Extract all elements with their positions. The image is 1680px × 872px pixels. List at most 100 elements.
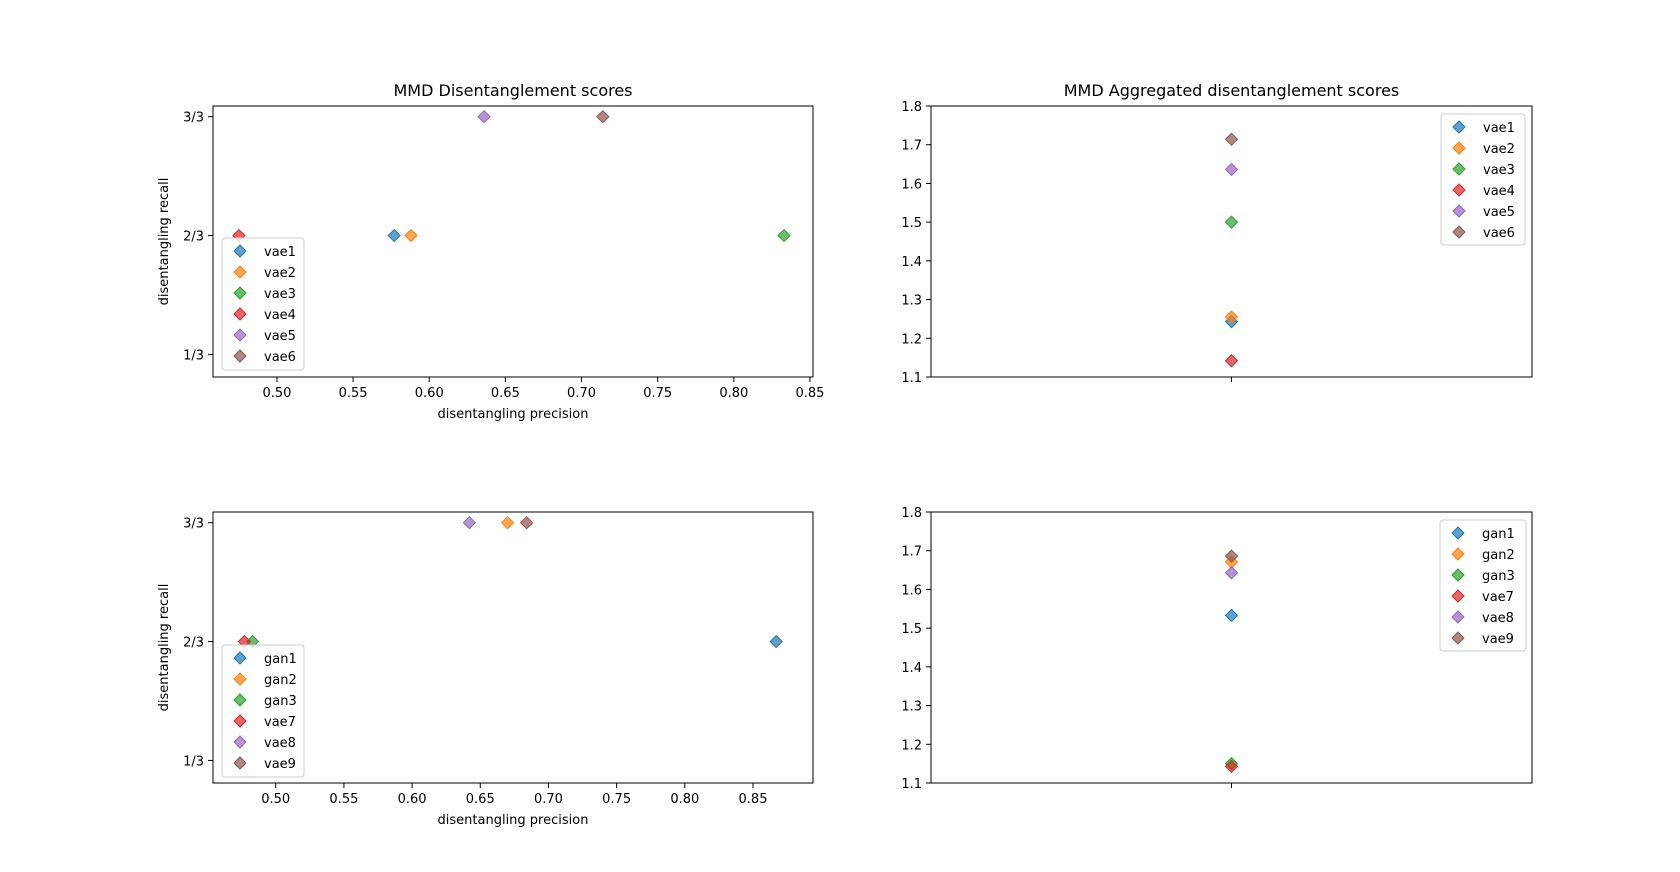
y-tick-label: 1/3 <box>183 348 204 363</box>
y-tick-label: 1.3 <box>901 294 922 309</box>
chart-title: MMD Disentanglement scores <box>393 81 632 100</box>
legend-label-vae6: vae6 <box>1483 226 1515 241</box>
x-tick-label: 0.80 <box>719 386 748 401</box>
point-vae3 <box>1224 215 1239 229</box>
legend-marker-vae4 <box>1452 183 1466 197</box>
point-gan2 <box>500 515 515 530</box>
legend-label-vae1: vae1 <box>1483 121 1515 136</box>
x-axis-label: disentangling precision <box>438 813 589 828</box>
x-tick-label: 0.55 <box>329 792 358 807</box>
legend-label-vae3: vae3 <box>264 287 296 302</box>
legend: gan1 gan2 gan3 vae7 vae8 vae9 <box>1439 519 1527 652</box>
y-tick-label: 1.1 <box>901 371 922 386</box>
y-tick-label: 1.3 <box>901 700 922 715</box>
chart-panel-4: 1.1 1.2 1.3 1.4 1.5 1.6 1.7 1.8 gan1 gan2 gan3 vae7… <box>901 506 1533 792</box>
legend-marker-vae5 <box>233 328 247 342</box>
point-vae6 <box>596 109 610 124</box>
legend-marker-vae4 <box>233 307 247 321</box>
y-tick-label: 1.2 <box>901 738 922 753</box>
legend-label-vae4: vae4 <box>264 308 296 323</box>
point-vae2 <box>1224 310 1239 324</box>
axes-frame <box>212 105 814 378</box>
x-tick-label: 0.65 <box>466 792 495 807</box>
legend-marker-vae2 <box>1452 141 1466 155</box>
x-tick-label: 0.85 <box>795 386 824 401</box>
legend-marker-gan1 <box>233 651 247 665</box>
y-tick-label: 3/3 <box>183 517 204 532</box>
y-axis-label: disentangling recall <box>157 178 172 306</box>
legend-label-gan3: gan3 <box>264 694 297 709</box>
legend-label-vae8: vae8 <box>1482 611 1514 626</box>
y-tick-label: 1.2 <box>901 332 922 347</box>
legend-marker-vae9 <box>233 756 247 770</box>
y-axis-label: disentangling recall <box>157 584 172 712</box>
x-tick-label: 0.50 <box>262 386 291 401</box>
y-tick-label: 1.6 <box>901 177 922 192</box>
legend-label-vae4: vae4 <box>1483 184 1515 199</box>
legend-label-gan1: gan1 <box>264 652 297 667</box>
legend-label-gan2: gan2 <box>1482 548 1515 563</box>
legend-marker-vae2 <box>233 265 247 279</box>
y-tick-label: 1.7 <box>901 545 922 560</box>
legend-marker-vae7 <box>1451 589 1465 603</box>
legend-marker-gan3 <box>1451 568 1465 582</box>
legend-marker-vae9 <box>1451 631 1465 645</box>
legend-label-vae5: vae5 <box>264 329 296 344</box>
point-vae9 <box>519 515 534 530</box>
y-tick-label: 1.5 <box>901 216 922 231</box>
point-gan1 <box>769 634 783 649</box>
chart-panel-3: 0.50 0.55 0.60 0.65 0.70 0.75 0.80 0.85 1/3 2/3 3/… <box>157 511 814 828</box>
legend-label-vae2: vae2 <box>1483 142 1515 157</box>
point-vae1 <box>387 228 401 243</box>
legend-marker-vae7 <box>233 714 247 728</box>
y-tick-label: 1.1 <box>901 777 922 792</box>
legend-marker-vae5 <box>1452 204 1466 218</box>
point-vae5 <box>1224 162 1239 177</box>
legend-label-vae7: vae7 <box>1482 590 1514 605</box>
legend-label-vae3: vae3 <box>1483 163 1515 178</box>
legend-marker-gan2 <box>1451 547 1465 561</box>
y-tick-label: 1.5 <box>901 622 922 637</box>
legend-label-vae6: vae6 <box>264 350 296 365</box>
point-vae9 <box>1224 549 1239 563</box>
x-tick-label: 0.85 <box>739 792 768 807</box>
legend-marker-vae8 <box>1451 610 1465 624</box>
x-axis-label: disentangling precision <box>438 407 589 422</box>
y-tick-label: 3/3 <box>183 111 204 126</box>
legend-label-vae9: vae9 <box>1482 632 1514 647</box>
y-tick-label: 1/3 <box>183 754 204 769</box>
chart-panel-2: MMD Aggregated disentanglement scores 1.1… <box>901 81 1533 386</box>
x-tick-label: 0.75 <box>602 792 631 807</box>
legend-marker-gan3 <box>233 693 247 707</box>
legend-marker-vae1 <box>233 244 247 258</box>
chart-panel-1: MMD Disentanglement scores 0.50 0.55 0.60 0.… <box>157 81 824 422</box>
legend-marker-vae1 <box>1452 120 1466 134</box>
x-tick-label: 0.60 <box>415 386 444 401</box>
legend-label-gan2: gan2 <box>264 673 297 688</box>
legend-marker-gan1 <box>1451 526 1465 540</box>
legend-label-gan3: gan3 <box>1482 569 1515 584</box>
x-tick-label: 0.80 <box>670 792 699 807</box>
legend: gan1 gan2 gan3 vae7 vae8 vae9 <box>221 644 305 778</box>
y-tick-label: 1.8 <box>901 100 922 115</box>
point-vae8 <box>462 515 477 530</box>
x-tick-label: 0.70 <box>534 792 563 807</box>
legend: vae1 vae2 vae3 vae4 vae5 vae6 <box>221 237 305 371</box>
legend-marker-gan2 <box>233 672 247 686</box>
legend-label-vae9: vae9 <box>264 757 296 772</box>
y-tick-label: 1.6 <box>901 583 922 598</box>
legend-label-vae7: vae7 <box>264 715 296 730</box>
y-tick-label: 1.7 <box>901 139 922 154</box>
chart-title: MMD Aggregated disentanglement scores <box>1064 81 1400 100</box>
point-vae4 <box>1224 354 1239 368</box>
x-tick-label: 0.65 <box>491 386 520 401</box>
legend-marker-vae3 <box>1452 162 1466 176</box>
y-tick-label: 1.8 <box>901 506 922 521</box>
legend-label-vae8: vae8 <box>264 736 296 751</box>
legend-label-gan1: gan1 <box>1482 527 1515 542</box>
point-vae6 <box>1224 132 1239 147</box>
legend-marker-vae3 <box>233 286 247 300</box>
x-tick-label: 0.70 <box>567 386 596 401</box>
point-vae2 <box>404 228 418 243</box>
